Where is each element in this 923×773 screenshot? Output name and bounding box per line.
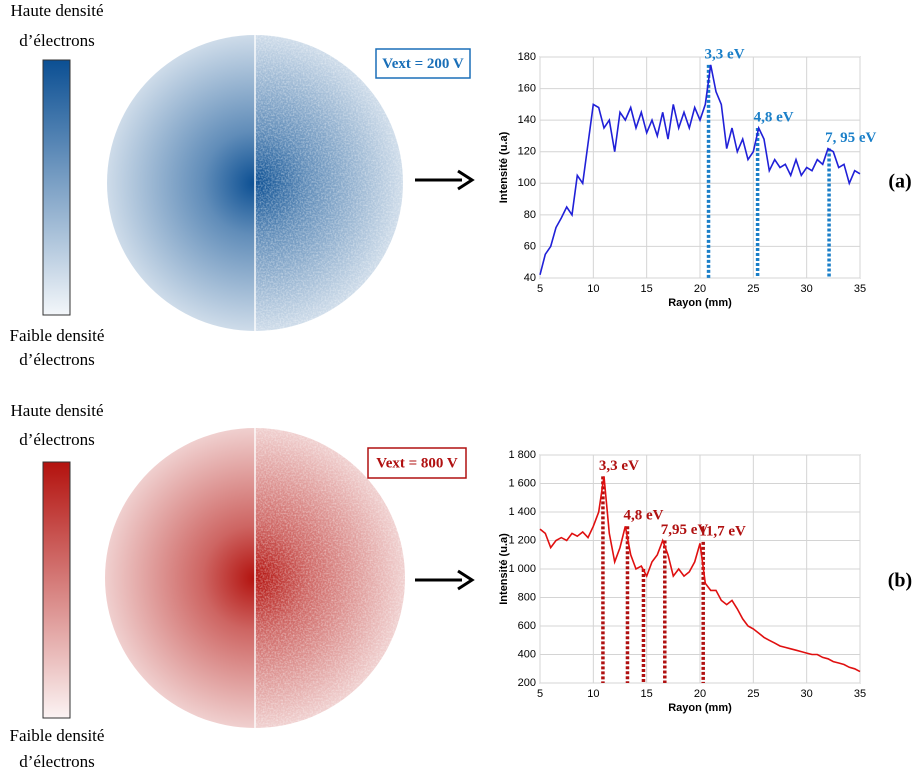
y-tick-label: 1 000 [508,563,536,575]
annotation-label: 7, 95 eV [825,130,876,146]
colorbar-low-label: Faible densité [10,326,105,345]
annotation-label: 3,3 eV [599,458,639,474]
annotation-label: 11,7 eV [699,523,746,539]
colorbar [42,59,71,316]
y-tick-label: 160 [518,82,536,94]
x-tick-label: 30 [801,688,813,700]
y-tick-label: 60 [524,240,536,252]
colorbar-low-label: Faible densité [10,726,105,745]
x-tick-label: 15 [641,688,653,700]
arrow-head [457,169,475,191]
arrow-head [457,569,475,591]
x-tick-label: 35 [854,688,866,700]
y-tick-label: 800 [518,591,536,603]
x-axis-label: Rayon (mm) [668,297,732,309]
colorbar [42,461,71,719]
x-tick-label: 25 [747,283,759,295]
colorbar-high-label: d’électrons [19,31,95,50]
annotation-label: 4,8 eV [623,508,663,524]
voltage-label: Vext = 200 V [382,56,464,72]
y-axis-label: Intensité (u.a) [498,131,510,203]
colorbar-low-label: d’électrons [19,752,95,771]
annotation-label: 3,3 eV [705,46,745,62]
colorbar-low-label: d’électrons [19,350,95,369]
y-tick-label: 200 [518,677,536,689]
voltage-box [375,48,471,79]
x-axis-label: Rayon (mm) [668,702,732,714]
image-noise [255,35,403,331]
x-tick-label: 15 [641,283,653,295]
colorbar-high-label: Haute densité [11,401,104,420]
data-line [539,476,861,673]
y-tick-label: 1 400 [508,506,536,518]
voltage-box [367,447,467,479]
x-tick-label: 5 [537,688,543,700]
panel-label: (b) [888,570,912,592]
vmi-image [107,35,403,331]
y-tick-label: 40 [524,272,536,284]
panel-label: (a) [888,171,911,193]
vmi-image [105,428,405,728]
y-tick-label: 400 [518,648,536,660]
y-tick-label: 1 800 [508,449,536,461]
y-axis-label: Intensité (u.a) [498,533,510,605]
colorbar-high-label: d’électrons [19,430,95,449]
data-line [539,64,861,276]
y-tick-label: 80 [524,209,536,221]
colorbar-high-label: Haute densité [11,1,104,20]
x-tick-label: 25 [747,688,759,700]
y-tick-label: 140 [518,114,536,126]
annotation-label: 4,8 eV [754,109,794,125]
x-tick-label: 20 [694,283,706,295]
y-tick-label: 1 600 [508,477,536,489]
x-tick-label: 30 [801,283,813,295]
x-tick-label: 35 [854,283,866,295]
y-tick-label: 1 200 [508,534,536,546]
y-tick-label: 120 [518,146,536,158]
x-tick-label: 5 [537,283,543,295]
x-tick-label: 20 [694,688,706,700]
annotation-label: 7,95 eV [661,522,709,538]
y-tick-label: 600 [518,620,536,632]
x-tick-label: 10 [587,283,599,295]
x-tick-label: 10 [587,688,599,700]
voltage-label: Vext = 800 V [376,455,458,471]
image-noise [255,428,405,728]
y-tick-label: 100 [518,177,536,189]
y-tick-label: 180 [518,51,536,63]
